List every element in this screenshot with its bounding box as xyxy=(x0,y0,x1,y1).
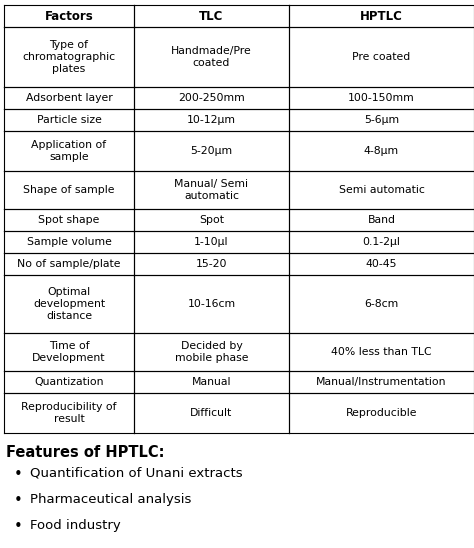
Text: Quantification of Unani extracts: Quantification of Unani extracts xyxy=(30,467,243,480)
Text: Manual/ Semi
automatic: Manual/ Semi automatic xyxy=(174,179,248,201)
Text: 40-45: 40-45 xyxy=(366,259,397,269)
Text: Quantization: Quantization xyxy=(34,377,104,387)
Text: 5-20μm: 5-20μm xyxy=(191,146,233,156)
Text: Sample volume: Sample volume xyxy=(27,237,111,247)
Text: Semi automatic: Semi automatic xyxy=(338,185,424,195)
Text: •: • xyxy=(14,519,22,534)
Text: Difficult: Difficult xyxy=(191,408,233,418)
Text: Adsorbent layer: Adsorbent layer xyxy=(26,93,112,103)
Text: Reproducible: Reproducible xyxy=(346,408,417,418)
Text: Manual/Instrumentation: Manual/Instrumentation xyxy=(316,377,447,387)
Text: Decided by
mobile phase: Decided by mobile phase xyxy=(175,341,248,363)
Text: HPTLC: HPTLC xyxy=(360,9,403,22)
Text: Shape of sample: Shape of sample xyxy=(23,185,115,195)
Text: Handmade/Pre
coated: Handmade/Pre coated xyxy=(171,46,252,68)
Text: Band: Band xyxy=(367,215,395,225)
Text: Optimal
development
distance: Optimal development distance xyxy=(33,287,105,321)
Text: Pre coated: Pre coated xyxy=(352,52,410,62)
Text: Time of
Development: Time of Development xyxy=(32,341,106,363)
Text: Spot shape: Spot shape xyxy=(38,215,100,225)
Text: 100-150mm: 100-150mm xyxy=(348,93,415,103)
Text: 1-10μl: 1-10μl xyxy=(194,237,229,247)
Text: Application of
sample: Application of sample xyxy=(31,140,107,162)
Text: Food industry: Food industry xyxy=(30,519,121,532)
Text: 10-12μm: 10-12μm xyxy=(187,115,236,125)
Text: TLC: TLC xyxy=(199,9,224,22)
Text: Reproducibility of
result: Reproducibility of result xyxy=(21,402,117,424)
Text: 5-6μm: 5-6μm xyxy=(364,115,399,125)
Text: 40% less than TLC: 40% less than TLC xyxy=(331,347,432,357)
Text: 10-16cm: 10-16cm xyxy=(187,299,236,309)
Text: 4-8μm: 4-8μm xyxy=(364,146,399,156)
Text: 0.1-2μl: 0.1-2μl xyxy=(363,237,401,247)
Text: •: • xyxy=(14,467,22,482)
Text: Pharmaceutical analysis: Pharmaceutical analysis xyxy=(30,493,191,506)
Text: Factors: Factors xyxy=(45,9,93,22)
Text: 15-20: 15-20 xyxy=(196,259,227,269)
Text: Features of HPTLC:: Features of HPTLC: xyxy=(6,445,164,460)
Text: Manual: Manual xyxy=(192,377,231,387)
Text: No of sample/plate: No of sample/plate xyxy=(17,259,121,269)
Text: Type of
chromatographic
plates: Type of chromatographic plates xyxy=(22,39,116,75)
Text: •: • xyxy=(14,493,22,508)
Text: Spot: Spot xyxy=(199,215,224,225)
Text: Particle size: Particle size xyxy=(36,115,101,125)
Text: 200-250mm: 200-250mm xyxy=(178,93,245,103)
Text: 6-8cm: 6-8cm xyxy=(365,299,399,309)
